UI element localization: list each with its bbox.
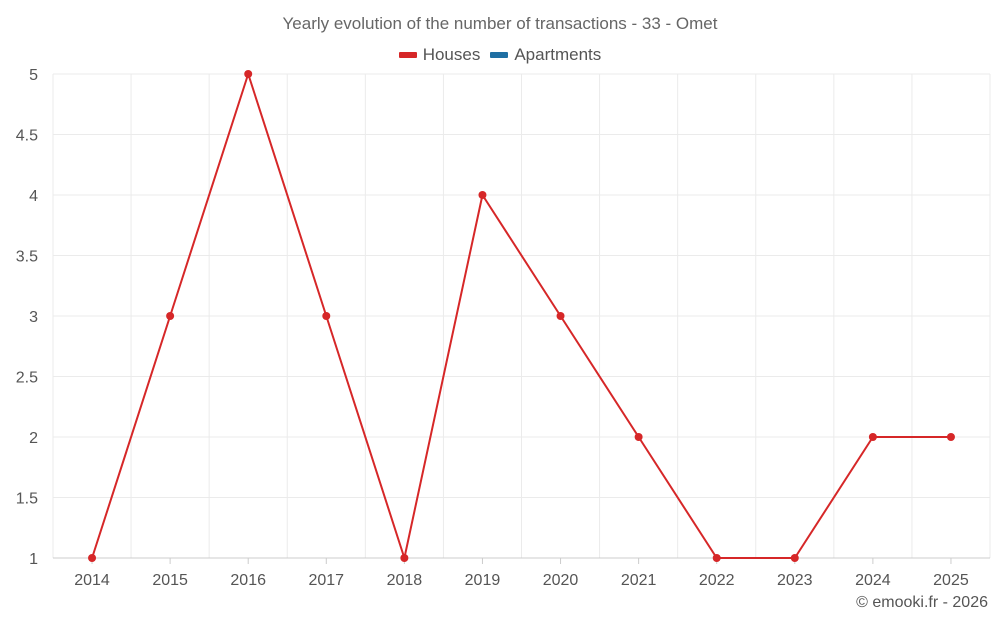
x-tick-label: 2014: [74, 572, 110, 589]
series-houses: [88, 70, 955, 562]
credit-text: © emooki.fr - 2026: [856, 594, 988, 611]
data-point-houses: [556, 312, 565, 320]
legend-swatch-apartments: [490, 52, 509, 58]
data-point-houses: [478, 191, 487, 199]
chart-title: Yearly evolution of the number of transa…: [282, 14, 718, 33]
y-tick-label: 5: [29, 67, 38, 84]
data-point-houses: [244, 70, 253, 78]
x-tick-label: 2023: [777, 572, 813, 589]
x-tick-label: 2015: [152, 572, 188, 589]
x-tick-label: 2019: [465, 572, 501, 589]
y-tick-label: 1.5: [16, 491, 38, 508]
grid: [52, 73, 991, 559]
x-tick-label: 2020: [543, 572, 579, 589]
y-tick-label: 1: [29, 551, 38, 568]
x-tick-label: 2021: [621, 572, 657, 589]
data-point-houses: [712, 554, 721, 562]
axes: 1 1.5 2 2.5 3 3.5 4 4.5 5 2014 2015 2016 2017 2018 201…: [16, 67, 990, 589]
y-tick-label: 2: [29, 430, 38, 447]
y-tick-label: 3.5: [16, 249, 38, 266]
series-line-houses: [91, 73, 951, 559]
x-tick-label: 2024: [855, 572, 891, 589]
y-tick-label: 4: [29, 188, 38, 205]
data-point-houses: [790, 554, 799, 562]
data-point-houses: [166, 312, 175, 320]
y-tick-label: 4.5: [16, 128, 38, 145]
legend-label-houses: Houses: [422, 45, 481, 64]
y-tick-label: 3: [29, 309, 38, 326]
x-tick-label: 2016: [230, 572, 266, 589]
data-point-houses: [868, 433, 877, 441]
x-tick-label: 2025: [933, 572, 969, 589]
legend-swatch-houses: [398, 52, 417, 58]
data-point-houses: [88, 554, 97, 562]
data-point-houses: [322, 312, 331, 320]
data-point-houses: [634, 433, 643, 441]
data-point-houses: [400, 554, 409, 562]
y-tick-label: 2.5: [16, 370, 38, 387]
legend-item-apartments[interactable]: Apartments: [490, 45, 601, 65]
data-point-houses: [946, 433, 955, 441]
x-tick-label: 2018: [387, 572, 423, 589]
legend-item-houses[interactable]: Houses: [398, 45, 481, 65]
x-tick-label: 2022: [699, 572, 735, 589]
x-tick-label: 2017: [308, 572, 344, 589]
legend: Houses Apartments: [0, 45, 1000, 65]
legend-label-apartments: Apartments: [514, 45, 602, 64]
